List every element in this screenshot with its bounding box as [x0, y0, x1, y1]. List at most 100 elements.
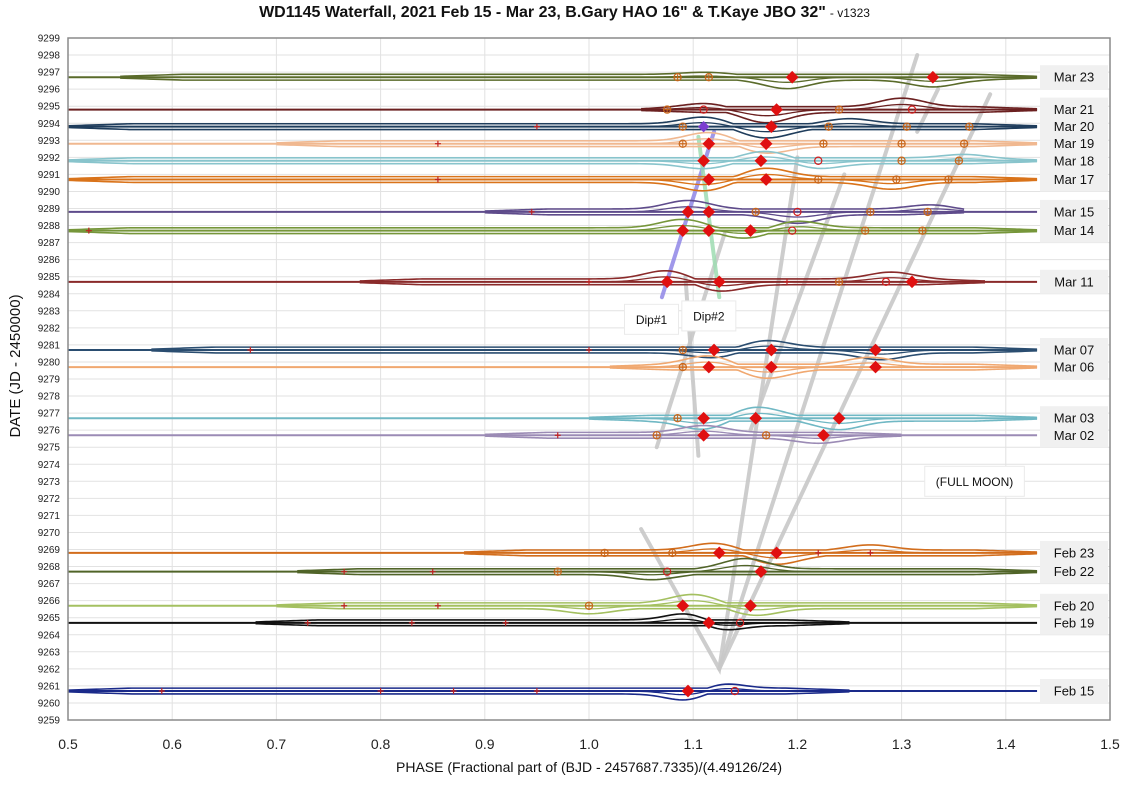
y-tick-label: 9278: [38, 392, 61, 403]
series-line: [484, 199, 965, 212]
y-tick-label: 9292: [38, 153, 61, 164]
cross-marker: [85, 227, 92, 234]
series-label: Mar 02: [1054, 428, 1094, 443]
y-tick-label: 9274: [38, 460, 61, 471]
series-label: Mar 07: [1054, 343, 1094, 358]
x-tick-label: 1.3: [892, 736, 912, 752]
circle-plus-marker: [751, 207, 760, 217]
annotation-box: [681, 300, 737, 332]
series-label: Mar 06: [1054, 360, 1094, 375]
series-label: Feb 23: [1054, 545, 1094, 560]
circle-plus-marker: [819, 139, 828, 148]
series-label: Feb 20: [1054, 598, 1094, 613]
series-line: [276, 143, 1038, 154]
cross-marker: [783, 278, 790, 285]
plus-mark: [836, 106, 843, 113]
series-label: Feb 19: [1054, 615, 1094, 630]
y-tick-label: 9268: [38, 562, 61, 573]
y-tick-label: 9281: [38, 340, 61, 351]
y-tick-label: 9276: [38, 426, 61, 437]
y-tick-label: 9286: [38, 255, 61, 266]
cross-marker: [815, 549, 822, 556]
plus-mark: [554, 568, 561, 575]
circle-plus-marker: [918, 226, 927, 235]
plus-mark: [898, 140, 905, 147]
series-line: [67, 150, 1038, 161]
x-tick-label: 0.9: [475, 736, 495, 752]
x-tick-label: 1.0: [579, 736, 599, 752]
series-label-box: [1040, 218, 1108, 243]
plus-mark: [763, 432, 770, 439]
series-line: [67, 691, 850, 701]
series-line: [359, 269, 985, 282]
plus-mark: [820, 140, 827, 147]
cross-marker: [554, 432, 561, 439]
series-line: [68, 224, 1038, 235]
circle-marker: [787, 226, 797, 235]
plus-mark: [903, 123, 910, 130]
series-label: Mar 15: [1054, 204, 1094, 219]
series-label-box: [1040, 559, 1108, 584]
x-tick-label: 1.2: [788, 736, 808, 752]
y-tick-label: 9287: [38, 238, 61, 249]
circle-plus-marker: [678, 362, 687, 372]
series-line: [484, 424, 902, 436]
plus-mark: [653, 432, 660, 439]
series-line: [255, 622, 850, 631]
circle-plus-marker: [923, 207, 932, 217]
series-line: [151, 339, 1038, 350]
series-label: Mar 18: [1054, 153, 1094, 168]
y-tick-label: 9296: [38, 85, 61, 96]
circle-marker: [735, 618, 745, 628]
circle-plus-marker: [584, 601, 594, 610]
y-tick-label: 9264: [38, 630, 61, 641]
y-tick-label: 9285: [38, 272, 61, 283]
series-line: [297, 571, 1038, 581]
cross-marker: [247, 347, 254, 354]
x-tick-label: 1.5: [1100, 736, 1120, 752]
plus-mark: [679, 123, 686, 130]
series-label: Mar 03: [1054, 411, 1094, 426]
circle-plus-marker: [834, 277, 844, 287]
y-tick-label: 9269: [38, 545, 61, 556]
series-label: Mar 20: [1054, 119, 1094, 134]
y-tick-label: 9291: [38, 170, 61, 181]
circle-plus-marker: [814, 175, 823, 184]
plus-mark: [752, 208, 759, 215]
series-line: [484, 211, 965, 225]
chart-title-text: WD1145 Waterfall, 2021 Feb 15 - Mar 23, …: [259, 4, 826, 21]
y-tick-label: 9262: [38, 664, 61, 675]
annotation-box: [924, 465, 1025, 497]
plus-mark: [679, 140, 686, 147]
y-tick-label: 9295: [38, 102, 61, 113]
diamond-marker: [905, 275, 919, 289]
series-line: [588, 418, 1038, 431]
series-line: [120, 77, 1038, 90]
x-tick-label: 0.8: [371, 736, 391, 752]
circle-plus-marker: [902, 122, 912, 131]
circle-plus-marker: [553, 567, 562, 576]
circle-marker: [814, 156, 823, 165]
annotations: Dip#1 Dip#2 (FULL MOON): [624, 300, 1025, 497]
circle-marker: [793, 207, 802, 217]
y-axis-label: DATE (JD - 2450000): [7, 294, 24, 437]
cross-marker: [533, 688, 540, 695]
plus-mark: [893, 176, 900, 183]
series-line: [67, 179, 1038, 192]
series-line: [484, 435, 902, 445]
circle-marker: [881, 277, 891, 287]
series-line: [609, 367, 1038, 380]
series-line: [609, 355, 1038, 368]
cross-marker: [586, 347, 592, 354]
x-tick-label: 1.1: [683, 736, 703, 752]
y-tick-label: 9280: [38, 357, 61, 368]
circle-plus-marker: [662, 105, 672, 114]
cross-marker: [377, 688, 384, 695]
y-tick-label: 9277: [38, 409, 61, 420]
series-line: [276, 131, 1038, 144]
y-tick-label: 9270: [38, 528, 61, 539]
y-tick-label: 9298: [38, 51, 61, 62]
plot-frame: [67, 37, 1111, 721]
circle-plus-marker: [834, 105, 844, 114]
series-line: [588, 406, 1038, 419]
